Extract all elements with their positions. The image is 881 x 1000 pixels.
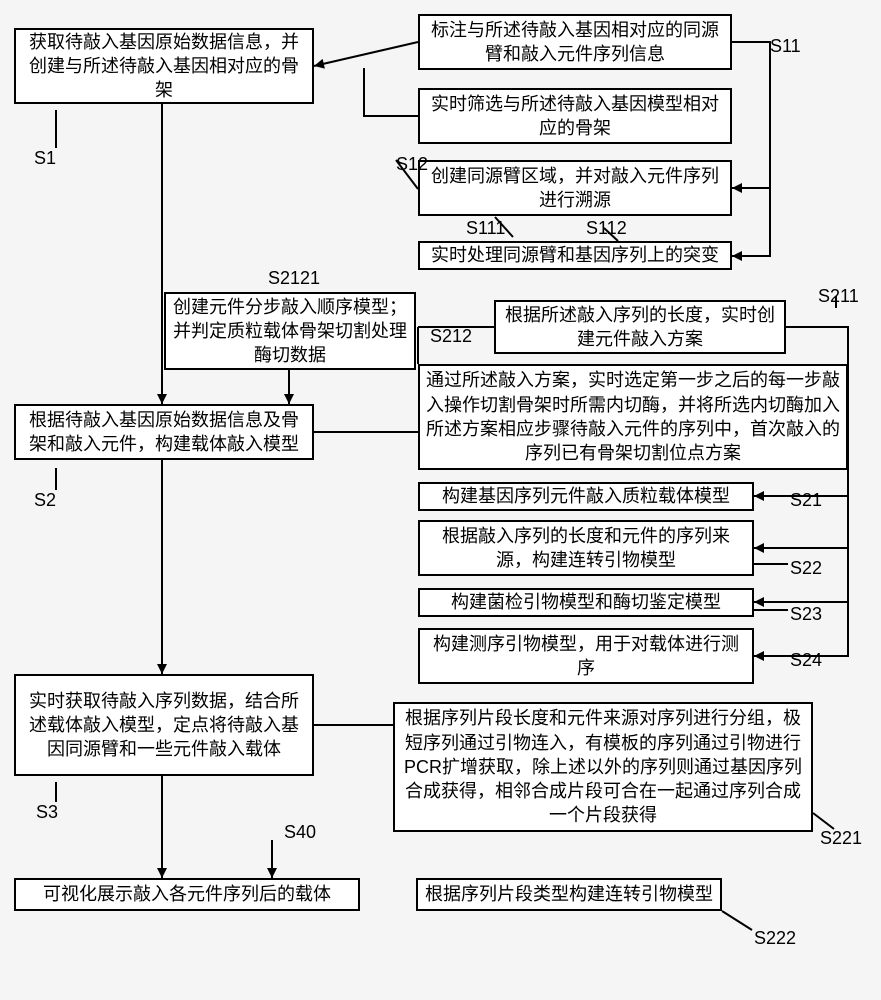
step-label-text: S2121 (268, 268, 320, 288)
step-label-text: S21 (790, 490, 822, 510)
flow-box-s111: 创建同源臂区域，并对敲入元件序列进行溯源 (418, 160, 732, 216)
step-label-L_S3: S3 (36, 802, 58, 823)
step-label-text: S221 (820, 828, 862, 848)
step-label-L_S111: S111 (466, 218, 505, 239)
step-label-L_S23: S23 (790, 604, 822, 625)
step-label-L_S24: S24 (790, 650, 822, 671)
flow-box-s21: 构建基因序列元件敲入质粒载体模型 (418, 482, 754, 511)
step-label-text: S40 (284, 822, 316, 842)
step-label-text: S211 (818, 286, 859, 306)
flow-box-s24: 构建测序引物模型，用于对载体进行测序 (418, 628, 754, 684)
flow-box-s2: 根据待敲入基因原始数据信息及骨架和敲入元件，构建载体敲入模型 (14, 404, 314, 460)
step-label-L_S112: S112 (586, 218, 627, 239)
flow-box-text: 创建同源臂区域，并对敲入元件序列进行溯源 (426, 164, 724, 213)
flow-box-s112: 实时处理同源臂和基因序列上的突变 (418, 241, 732, 270)
step-label-L_S212: S212 (430, 326, 472, 347)
step-label-L_S11: S11 (770, 36, 801, 57)
flow-box-s221: 根据序列片段长度和元件来源对序列进行分组，极短序列通过引物连入，有模板的序列通过… (393, 702, 813, 832)
step-label-L_S1: S1 (34, 148, 56, 169)
flow-box-s22: 根据敲入序列的长度和元件的序列来源，构建连转引物模型 (418, 520, 754, 576)
step-label-L_S22: S22 (790, 558, 822, 579)
flow-box-text: 根据所述敲入序列的长度，实时创建元件敲入方案 (502, 303, 778, 352)
step-label-L_S12: S12 (396, 154, 428, 175)
step-label-text: S111 (466, 218, 505, 238)
step-label-L_S2: S2 (34, 490, 56, 511)
step-label-text: S11 (770, 36, 801, 56)
flow-box-text: 构建基因序列元件敲入质粒载体模型 (442, 484, 730, 508)
flow-box-s1: 获取待敲入基因原始数据信息，并创建与所述待敲入基因相对应的骨架 (14, 28, 314, 104)
step-label-L_S21: S21 (790, 490, 822, 511)
step-label-text: S23 (790, 604, 822, 624)
step-label-L_S221: S221 (820, 828, 862, 849)
flow-box-s2121: 创建元件分步敲入顺序模型；并判定质粒载体骨架切割处理酶切数据 (164, 292, 416, 370)
flow-box-text: 实时处理同源臂和基因序列上的突变 (431, 243, 719, 267)
flow-box-text: 实时获取待敲入序列数据，结合所述载体敲入模型，定点将待敲入基因同源臂和一些元件敲… (22, 689, 306, 762)
flow-box-text: 根据序列片段类型构建连转引物模型 (425, 882, 713, 906)
flow-box-s12: 实时筛选与所述待敲入基因模型相对应的骨架 (418, 88, 732, 144)
flow-box-s211: 根据所述敲入序列的长度，实时创建元件敲入方案 (494, 300, 786, 354)
step-label-text: S24 (790, 650, 822, 670)
flow-box-s11: 标注与所述待敲入基因相对应的同源臂和敲入元件序列信息 (418, 14, 732, 70)
flow-box-text: 根据待敲入基因原始数据信息及骨架和敲入元件，构建载体敲入模型 (22, 408, 306, 457)
flow-box-text: 根据序列片段长度和元件来源对序列进行分组，极短序列通过引物连入，有模板的序列通过… (401, 706, 805, 827)
flow-box-s3: 实时获取待敲入序列数据，结合所述载体敲入模型，定点将待敲入基因同源臂和一些元件敲… (14, 674, 314, 776)
step-label-text: S12 (396, 154, 428, 174)
flow-box-text: 通过所述敲入方案，实时选定第一步之后的每一步敲入操作切割骨架时所需内切酶，并将所… (426, 368, 840, 465)
flow-box-text: 实时筛选与所述待敲入基因模型相对应的骨架 (426, 92, 724, 141)
flow-box-text: 可视化展示敲入各元件序列后的载体 (43, 882, 331, 906)
step-label-L_S2121: S2121 (268, 268, 320, 289)
flow-box-text: 获取待敲入基因原始数据信息，并创建与所述待敲入基因相对应的骨架 (22, 30, 306, 103)
step-label-L_S211: S211 (818, 286, 859, 307)
flow-box-text: 构建测序引物模型，用于对载体进行测序 (426, 632, 746, 681)
step-label-text: S212 (430, 326, 472, 346)
step-label-L_S40: S40 (284, 822, 316, 843)
flow-box-s222: 根据序列片段类型构建连转引物模型 (416, 878, 722, 911)
step-label-text: S222 (754, 928, 796, 948)
flow-box-text: 标注与所述待敲入基因相对应的同源臂和敲入元件序列信息 (426, 18, 724, 67)
step-label-text: S1 (34, 148, 56, 168)
flow-box-text: 构建菌检引物模型和酶切鉴定模型 (451, 590, 721, 614)
step-label-text: S3 (36, 802, 58, 822)
step-label-text: S112 (586, 218, 627, 238)
step-label-text: S22 (790, 558, 822, 578)
flow-box-text: 创建元件分步敲入顺序模型；并判定质粒载体骨架切割处理酶切数据 (172, 295, 408, 368)
step-label-text: S2 (34, 490, 56, 510)
flow-box-s23: 构建菌检引物模型和酶切鉴定模型 (418, 588, 754, 617)
step-label-L_S222: S222 (754, 928, 796, 949)
flow-box-text: 根据敲入序列的长度和元件的序列来源，构建连转引物模型 (426, 524, 746, 573)
flow-box-s40b: 可视化展示敲入各元件序列后的载体 (14, 878, 360, 911)
flow-box-s212: 通过所述敲入方案，实时选定第一步之后的每一步敲入操作切割骨架时所需内切酶，并将所… (418, 364, 848, 470)
